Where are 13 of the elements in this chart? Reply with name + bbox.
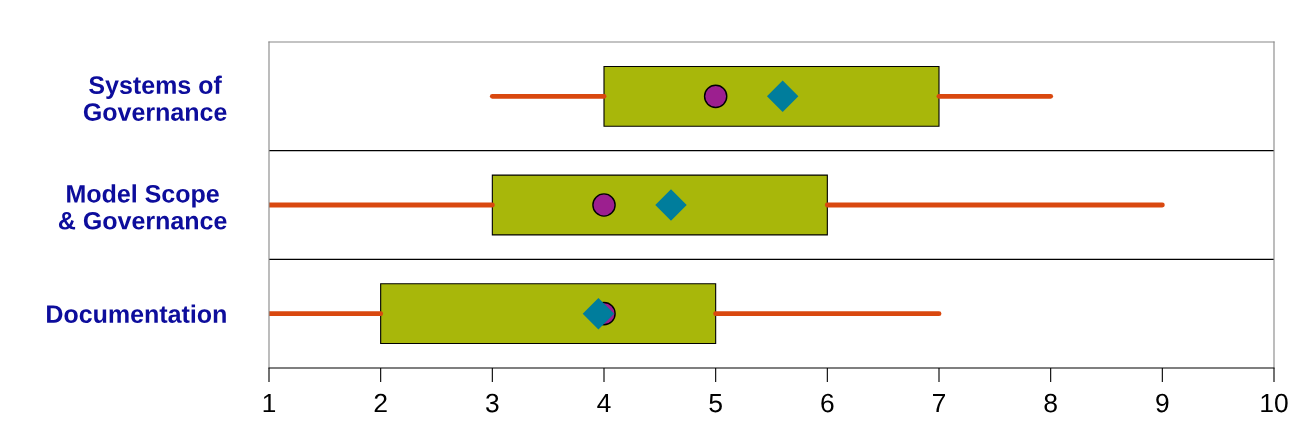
y-tick-label: Model Scope & Governance <box>58 184 227 230</box>
y-tick-label: Documentation <box>47 304 226 323</box>
x-tick-label: 7 <box>933 393 946 413</box>
x-tick-label: 4 <box>597 393 611 413</box>
x-tick-label: 6 <box>821 393 834 413</box>
x-tick-label: 10 <box>1261 393 1288 413</box>
x-tick-label: 1 <box>263 393 276 413</box>
x-tick-label: 5 <box>709 393 722 413</box>
x-tick-label: 9 <box>1156 393 1169 413</box>
y-tick-label: Systems of Governance <box>83 75 227 121</box>
x-tick-label: 8 <box>1044 393 1057 413</box>
x-tick-label: 2 <box>374 393 387 413</box>
x-tick-label: 3 <box>486 393 499 413</box>
